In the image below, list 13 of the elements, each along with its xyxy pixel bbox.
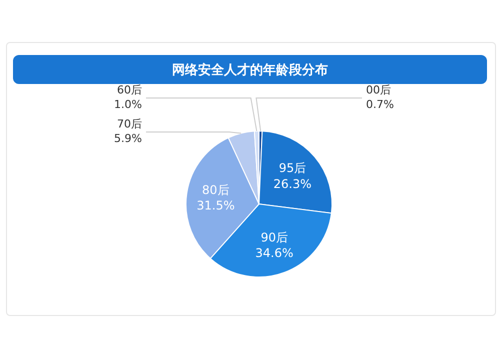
slice-label: 95后 [278,161,306,176]
data-label: 34.6% [255,246,294,260]
slice-label: 80后 [202,182,230,197]
data-label: 31.5% [196,198,235,213]
slice-label: 70后 [117,118,142,131]
slice-label: 60后 [117,84,142,97]
slice-label: 90后 [260,230,288,244]
data-label: 26.3% [273,176,312,191]
slice-label: 00后 [366,84,391,97]
data-label: 5.9% [114,132,142,145]
data-label: 1.0% [114,98,142,111]
chart-title: 网络安全人才的年龄段分布 [13,55,487,84]
data-label: 0.7% [366,98,394,111]
